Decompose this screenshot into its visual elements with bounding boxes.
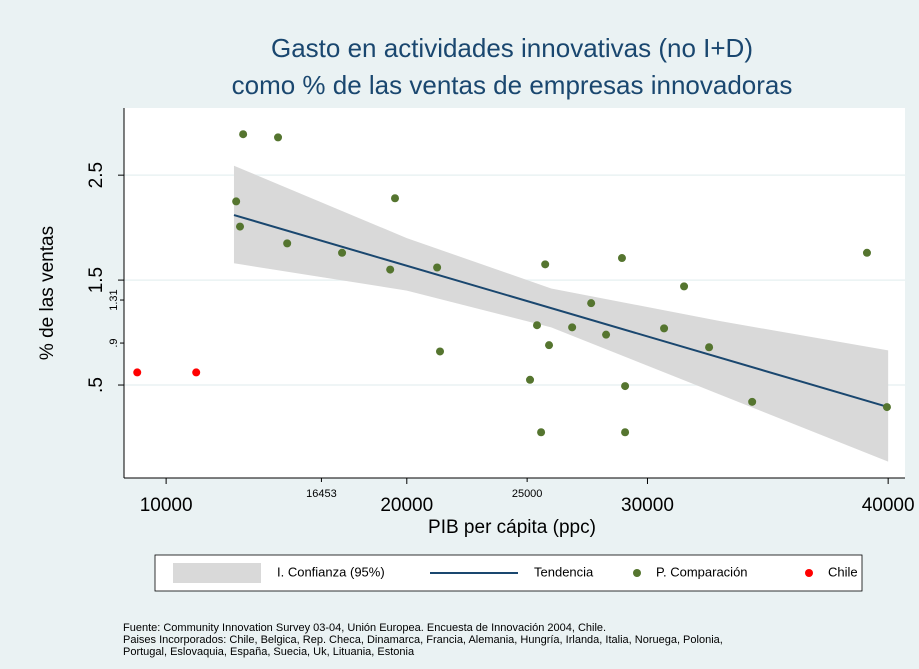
note: Fuente: Community Innovation Survey 03-0… xyxy=(123,622,606,634)
y-tick-label: 2.5 xyxy=(86,162,107,188)
point xyxy=(192,368,201,377)
point xyxy=(680,282,689,291)
y-tick-label: .9 xyxy=(108,338,120,347)
point xyxy=(568,323,577,332)
legend-swatch xyxy=(633,569,641,577)
point xyxy=(526,375,535,384)
point xyxy=(660,324,669,333)
point xyxy=(436,347,445,356)
legend-label: Tendencia xyxy=(534,564,594,579)
y-tick-label: 1.5 xyxy=(86,267,107,293)
point xyxy=(433,263,442,272)
legend-swatch xyxy=(173,563,261,583)
legend xyxy=(154,554,863,592)
legend-swatch xyxy=(805,569,813,577)
x-tick-label: 30000 xyxy=(621,495,674,516)
point xyxy=(537,428,546,437)
point xyxy=(274,133,283,142)
point xyxy=(232,197,241,206)
y-tick-label: .5 xyxy=(86,377,107,393)
x-tick-label: 16453 xyxy=(306,488,337,500)
point xyxy=(705,343,714,352)
point xyxy=(533,321,542,330)
x-axis-label: PIB per cápita (ppc) xyxy=(428,517,596,538)
point xyxy=(621,428,630,437)
legend-label: Chile xyxy=(828,564,858,579)
point xyxy=(621,382,630,391)
y-tick-label: 1.31 xyxy=(108,289,120,310)
point xyxy=(541,260,550,269)
point xyxy=(386,265,395,274)
point xyxy=(391,194,400,203)
y-axis-label: % de las ventas xyxy=(37,226,58,360)
chart-title: como % de las ventas de empresas innovad… xyxy=(232,70,793,100)
note: Paises Incorporados: Chile, Belgica, Rep… xyxy=(123,634,723,646)
point xyxy=(882,403,891,412)
trend-line xyxy=(233,214,889,409)
point xyxy=(748,397,757,406)
x-tick-label: 40000 xyxy=(862,495,915,516)
point xyxy=(239,130,248,139)
confidence-band xyxy=(233,165,889,462)
point xyxy=(602,330,611,339)
note: Portugal, Eslovaquia, España, Suecia, Uk… xyxy=(123,646,415,658)
x-tick-label: 25000 xyxy=(512,488,543,500)
point xyxy=(133,368,142,377)
point xyxy=(283,239,292,248)
point xyxy=(617,254,626,263)
legend-label: I. Confianza (95%) xyxy=(277,564,385,579)
legend-label: P. Comparación xyxy=(656,564,748,579)
point xyxy=(862,248,871,257)
point xyxy=(236,222,245,231)
point xyxy=(587,299,596,308)
point xyxy=(338,248,347,257)
x-tick-label: 20000 xyxy=(380,495,433,516)
x-tick-label: 10000 xyxy=(140,495,193,516)
chart-title: Gasto en actividades innovativas (no I+D… xyxy=(271,33,753,63)
point xyxy=(545,341,554,350)
